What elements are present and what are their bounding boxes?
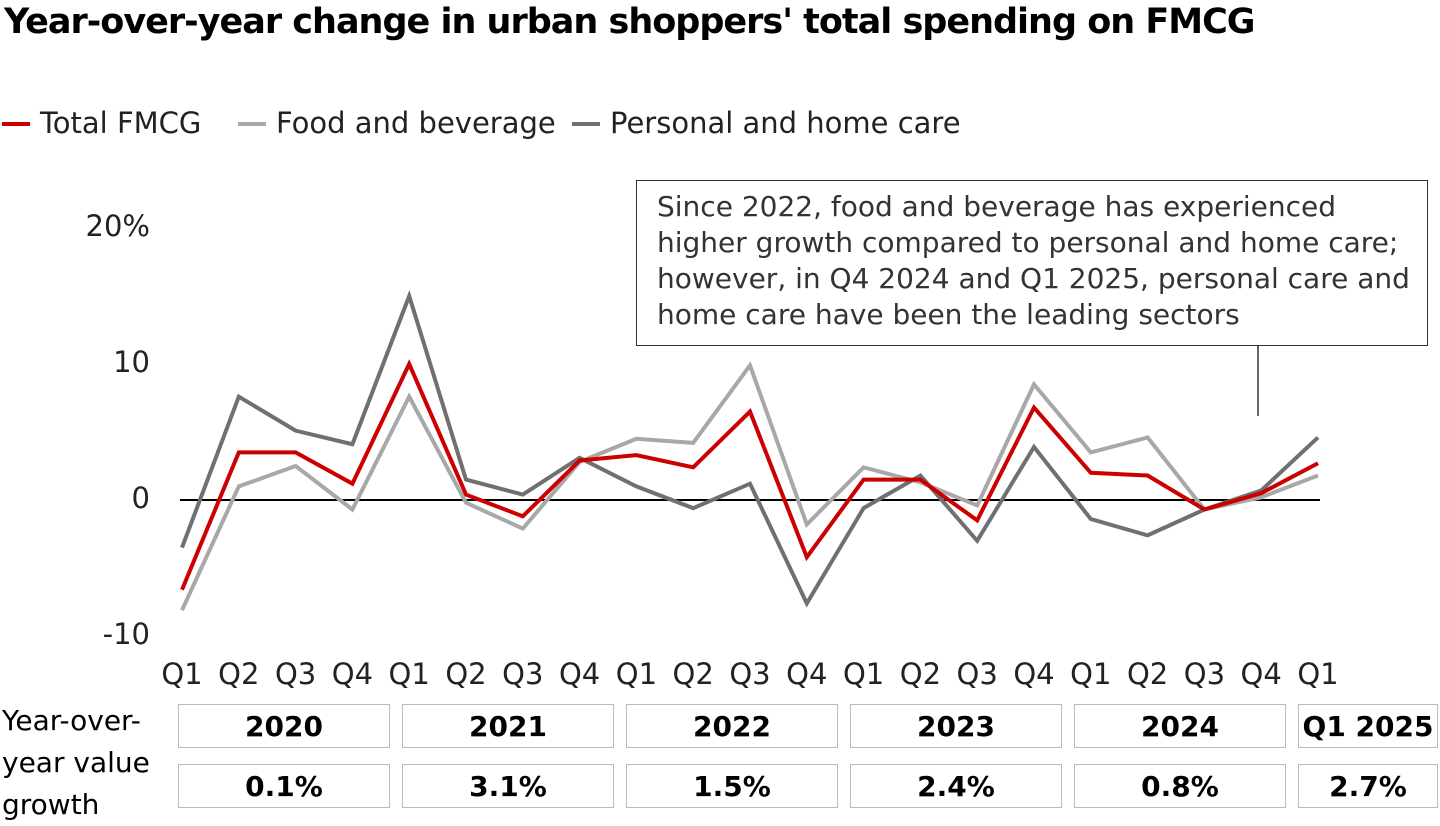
- x-tick-label: Q2: [1127, 657, 1168, 691]
- x-tick-label: Q3: [729, 657, 770, 691]
- x-tick-label: Q2: [900, 657, 941, 691]
- x-tick-label: Q3: [502, 657, 543, 691]
- x-tick-label: Q1: [843, 657, 884, 691]
- x-tick-label: Q3: [1184, 657, 1225, 691]
- x-tick-label: Q1: [1070, 657, 1111, 691]
- x-tick-label: Q4: [1241, 657, 1282, 691]
- x-tick-label: Q1: [389, 657, 430, 691]
- y-tick-label: 20%: [86, 209, 150, 243]
- x-tick-label: Q1: [616, 657, 657, 691]
- table-cell: 3.1%: [402, 764, 614, 808]
- x-tick-label: Q4: [332, 657, 373, 691]
- series-line: [180, 289, 1320, 608]
- y-tick-label: 10: [113, 345, 150, 379]
- table-cell: Q1 2025: [1298, 704, 1438, 748]
- legend-label: Food and beverage: [276, 106, 556, 140]
- table-cell: 2.4%: [850, 764, 1062, 808]
- x-tick-label: Q3: [957, 657, 998, 691]
- x-tick-label: Q3: [275, 657, 316, 691]
- annotation: Since 2022, food and beverage has experi…: [636, 180, 1428, 346]
- y-tick-label: 0: [132, 481, 150, 515]
- table-cell: 0.1%: [178, 764, 390, 808]
- table-cell: 2021: [402, 704, 614, 748]
- table-cell: 2022: [626, 704, 838, 748]
- table-cell: 0.8%: [1074, 764, 1286, 808]
- x-tick-label: Q2: [673, 657, 714, 691]
- x-tick-label: Q1: [161, 657, 202, 691]
- table-cell: 2020: [178, 704, 390, 748]
- x-tick-label: Q2: [218, 657, 259, 691]
- x-tick-label: Q4: [559, 657, 600, 691]
- x-tick-label: Q1: [1297, 657, 1338, 691]
- x-tick-label: Q4: [1013, 657, 1054, 691]
- series-line: [180, 361, 1319, 611]
- x-tick-label: Q2: [445, 657, 486, 691]
- chart-title: Year-over-year change in urban shoppers'…: [4, 2, 1255, 42]
- table-cell: 2023: [850, 704, 1062, 748]
- legend-label: Personal and home care: [610, 106, 961, 140]
- y-tick-label: -10: [103, 617, 150, 651]
- table-cell: 2024: [1074, 704, 1286, 748]
- legend-label: Total FMCG: [39, 106, 201, 140]
- x-tick-label: Q4: [786, 657, 827, 691]
- series-line: [180, 359, 1319, 591]
- table-label: Year-over-year value growth: [2, 704, 150, 821]
- table-cell: 1.5%: [626, 764, 838, 808]
- table-cell: 2.7%: [1298, 764, 1438, 808]
